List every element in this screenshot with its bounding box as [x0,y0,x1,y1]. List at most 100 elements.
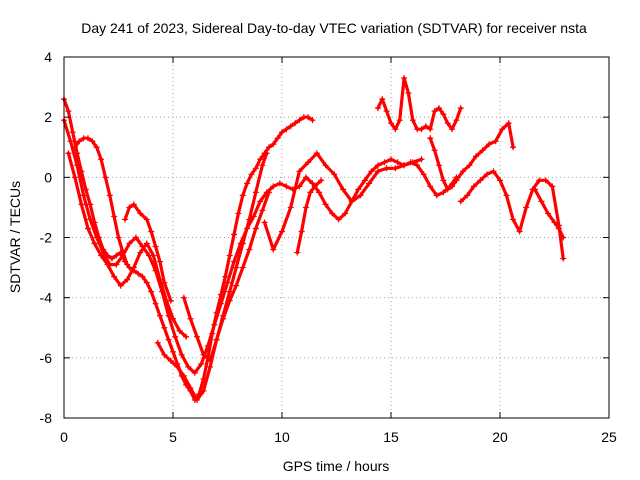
x-tick-label: 10 [274,429,290,445]
data-point [392,165,399,172]
data-point [200,387,207,394]
data-point [431,147,438,154]
data-point [143,279,150,286]
data-point [431,108,438,115]
y-axis-label: SDTVAR / TECUs [7,181,23,293]
data-point [470,183,477,190]
data-point [394,159,401,166]
axis-ticks [63,56,610,419]
data-point [549,183,556,190]
y-tick-label: -2 [40,230,53,246]
data-point [213,336,220,343]
series-satellite-arc-3 [65,150,190,340]
data-point [148,228,155,235]
data-point [440,189,447,196]
y-tick-label: 0 [44,169,52,185]
data-point [322,201,329,208]
data-point [124,276,131,283]
data-point [486,141,493,148]
data-point [259,207,266,214]
data-point [233,282,240,289]
data-point [479,147,486,154]
data-point [191,369,198,376]
data-point [84,135,91,142]
x-tick-label: 0 [60,429,68,445]
data-point [516,228,523,235]
data-point [176,327,183,334]
data-point [503,192,510,199]
data-point [444,120,451,127]
data-point [89,138,96,145]
data-point [143,216,150,223]
x-tick-label: 20 [492,429,508,445]
chart-title: Day 241 of 2023, Sidereal Day-to-day VTE… [81,20,587,36]
data-point [84,225,91,232]
data-point [65,108,72,115]
data-point [98,252,105,259]
data-point [137,210,144,217]
series-satellite-arc-9 [294,177,325,256]
data-point [98,156,105,163]
data-point [560,234,567,241]
data-point [523,204,530,211]
data-point [510,216,517,223]
data-point [265,144,272,151]
data-point [156,258,163,265]
data-point [137,249,144,256]
data-point [292,120,299,127]
data-point [492,138,499,145]
data-point [207,357,214,364]
data-point [198,360,205,367]
series-satellite-arc-7 [180,150,270,364]
data-point [542,177,549,184]
grid-lines [64,57,609,418]
data-point [555,225,562,232]
data-point [357,192,364,199]
data-point [130,264,137,271]
data-point [132,234,139,241]
data-point [473,153,480,160]
data-point [490,168,497,175]
data-point [449,183,456,190]
data-point [233,264,240,271]
data-point [366,180,373,187]
data-point [274,135,281,142]
data-point [483,171,490,178]
data-point [122,216,129,223]
data-point [544,210,551,217]
data-point [71,144,78,151]
data-point [226,252,233,259]
series-trace [376,76,463,131]
data-point [405,90,412,97]
data-point [401,162,408,169]
data-point [409,117,416,124]
data-point [87,201,94,208]
data-point [126,240,133,247]
tick-labels: 0 5 10 15 20 25 -8 -6 -4 -2 0 2 4 [40,49,617,445]
data-point [220,312,227,319]
x-tick-label: 25 [601,429,617,445]
data-point [536,177,543,184]
data-point [331,171,338,178]
data-point [252,189,259,196]
data-point [248,171,255,178]
data-point [71,174,78,181]
data-point [383,108,390,115]
data-point [150,252,157,259]
data-point [67,138,74,145]
data-point [388,156,394,163]
data-point [309,117,316,124]
y-tick-label: 4 [44,49,52,65]
data-point [148,288,155,295]
data-point [231,231,238,238]
data-point [261,219,268,226]
data-point [187,384,194,391]
data-point [135,270,142,277]
data-point [246,246,253,253]
series-satellite-arc-5 [122,201,174,304]
data-point [477,177,484,184]
data-point [322,162,329,169]
data-point [311,183,318,190]
data-point [420,171,427,178]
series-trace [533,187,565,240]
